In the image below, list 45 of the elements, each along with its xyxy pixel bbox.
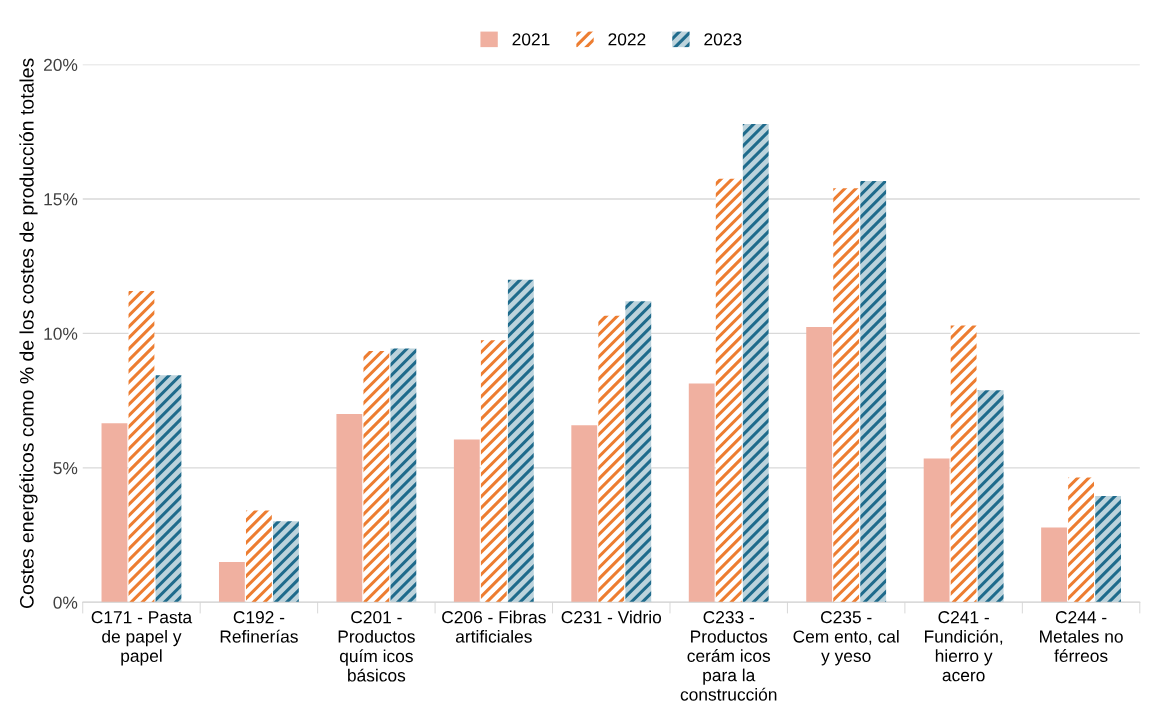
bar — [742, 123, 769, 603]
bar — [860, 180, 887, 603]
x-tick-label: C192 - Refinerías — [220, 611, 298, 643]
x-tick-label: C206 - Fibras artificiales — [442, 610, 546, 643]
bar — [625, 301, 652, 603]
bar — [571, 425, 598, 603]
x-tick-label: C171 - Pasta de papel y papel — [91, 611, 193, 666]
bar — [273, 521, 299, 603]
bar — [1041, 527, 1067, 603]
legend-label: 2022 — [608, 33, 646, 46]
x-tick-label: C231 - Vidrio — [561, 610, 662, 624]
legend-label: 2023 — [704, 33, 742, 46]
bar — [923, 458, 950, 603]
bar — [101, 423, 128, 603]
bar — [950, 325, 977, 603]
y-tick-label: 15% — [44, 193, 78, 206]
bar — [245, 510, 272, 603]
x-tick-label: C235 - Cem ento, cal y yeso — [793, 611, 899, 666]
bar — [1068, 477, 1094, 603]
y-axis-title: Costes energéticos como % de los costes de producción totales — [19, 58, 38, 609]
y-tick-label: 0% — [53, 596, 78, 609]
bar — [480, 340, 507, 603]
x-tick-label: C244 - Metales no férreos — [1040, 611, 1123, 663]
x-tick-label: C241 - Fundición, hierro y acero — [925, 611, 1003, 682]
bar — [1095, 496, 1122, 603]
bar — [453, 439, 480, 603]
x-tick-label: C233 - Productos cerám icos para la construcción — [680, 611, 777, 701]
x-tick-label: C201 - Productos quím icos básicos — [338, 611, 415, 682]
y-tick-label: 5% — [53, 462, 78, 475]
bar — [715, 178, 742, 603]
y-tick-label: 10% — [44, 327, 78, 340]
bar — [155, 375, 182, 603]
bar — [363, 350, 390, 603]
bar — [128, 290, 155, 603]
legend-label: 2021 — [512, 33, 550, 46]
y-tick-label: 20% — [43, 58, 78, 71]
bar — [390, 348, 417, 603]
bar — [218, 561, 245, 603]
bar — [806, 326, 833, 603]
bar — [507, 279, 534, 603]
bar — [598, 315, 625, 603]
bar — [833, 188, 860, 603]
bar — [336, 414, 363, 603]
bar — [688, 383, 715, 603]
bar — [977, 390, 1004, 603]
